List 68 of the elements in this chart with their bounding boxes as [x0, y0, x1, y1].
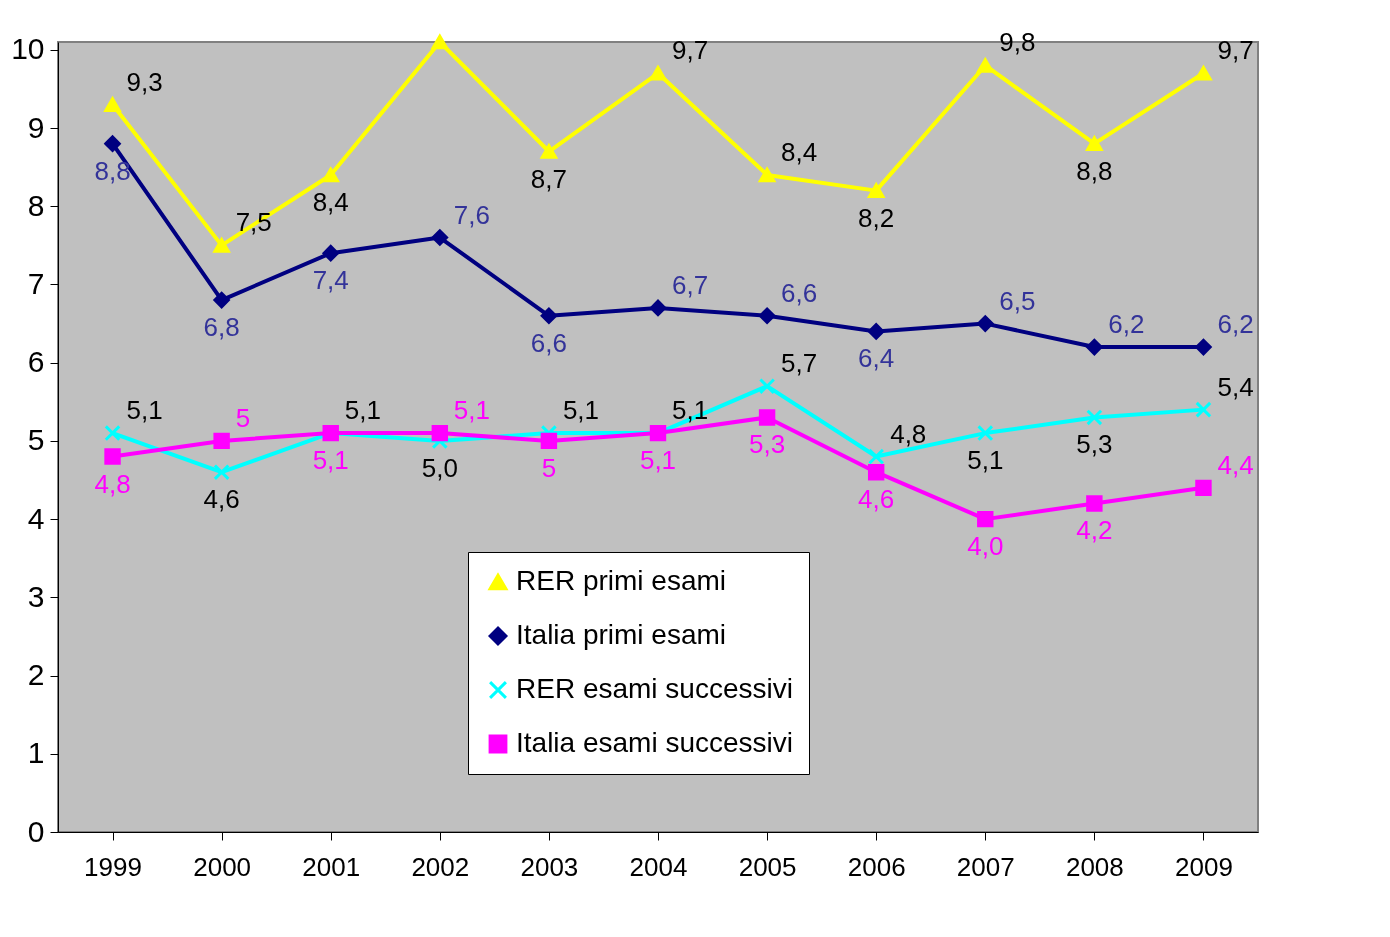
x-tick-label: 2007: [956, 851, 1015, 882]
y-tick-label: 5: [27, 423, 45, 457]
data-label: 5: [235, 402, 251, 433]
data-label: 5,1: [672, 395, 709, 426]
x-tick-label: 2000: [193, 851, 252, 882]
x-tick-label: 2005: [738, 851, 797, 882]
x-tick-label: 2001: [302, 851, 361, 882]
y-tick-label: 4: [27, 501, 45, 535]
data-label: 5,1: [344, 395, 381, 426]
x-tick-label: 2009: [1175, 851, 1233, 882]
data-label: 9,3: [126, 66, 163, 97]
x-tick-label: 1999: [84, 851, 142, 882]
data-label: 5,1: [639, 445, 677, 476]
data-label: 6,2: [1217, 309, 1254, 340]
data-label: 5,3: [1076, 429, 1113, 460]
x-tick-label: 2008: [1065, 851, 1124, 882]
data-label: 5,1: [562, 395, 600, 426]
data-label: 8,4: [312, 186, 349, 217]
data-label: 4,8: [94, 468, 131, 499]
legend-label: Italia primi esami: [516, 619, 727, 650]
y-tick-label: 10: [11, 32, 45, 66]
data-label: 8,8: [94, 155, 131, 186]
data-label: 4,2: [1076, 515, 1113, 546]
data-label: 4,6: [858, 484, 895, 515]
data-label: 8,2: [858, 202, 895, 233]
data-label: 9,7: [1217, 35, 1254, 66]
data-label: 5,0: [421, 452, 458, 483]
x-tick-label: 2003: [520, 851, 579, 882]
data-label: 6,8: [203, 312, 240, 343]
y-tick-label: 8: [27, 188, 45, 222]
y-tick-label: 6: [27, 345, 45, 379]
data-label: 5,3: [749, 429, 786, 460]
data-label: 6,4: [858, 343, 895, 374]
x-tick-label: 2002: [411, 851, 470, 882]
data-label: 6,6: [781, 277, 818, 308]
y-tick-label: 3: [27, 579, 45, 613]
legend-label: RER esami successivi: [516, 673, 793, 704]
y-tick-label: 7: [27, 266, 45, 300]
y-tick-label: 1: [27, 736, 45, 770]
data-label: 8,8: [1076, 155, 1113, 186]
legend-label: RER primi esami: [516, 565, 727, 596]
data-label: 5,7: [781, 348, 818, 379]
data-label: 5,1: [453, 395, 490, 426]
data-label: 5: [541, 452, 557, 483]
x-tick-label: 2006: [847, 851, 906, 882]
y-tick-label: 0: [27, 814, 45, 848]
data-label: 4,6: [203, 484, 240, 515]
y-tick-label: 2: [27, 658, 45, 692]
data-label: 8,4: [781, 136, 818, 167]
data-label: 5,1: [967, 445, 1004, 476]
x-tick-label: 2004: [629, 851, 688, 882]
data-label: 4,4: [1217, 449, 1254, 480]
y-tick-label: 9: [27, 110, 45, 144]
legend-label: Italia esami successivi: [516, 727, 793, 758]
data-label: 7,6: [453, 199, 490, 230]
data-label: 5,4: [1217, 371, 1254, 402]
data-label: 7,4: [312, 265, 349, 296]
data-label: 6,5: [999, 285, 1036, 316]
data-label: 9,7: [672, 35, 709, 66]
data-label: 6,2: [1108, 309, 1145, 340]
data-label: 9,8: [999, 27, 1036, 58]
data-label: 5,1: [126, 395, 163, 426]
data-label: 4,8: [890, 418, 927, 449]
data-label: 4,0: [967, 531, 1004, 562]
data-label: 6,7: [672, 269, 709, 300]
data-label: 8,7: [530, 163, 567, 194]
data-label: 6,6: [530, 327, 567, 358]
data-label: 5,1: [312, 445, 349, 476]
